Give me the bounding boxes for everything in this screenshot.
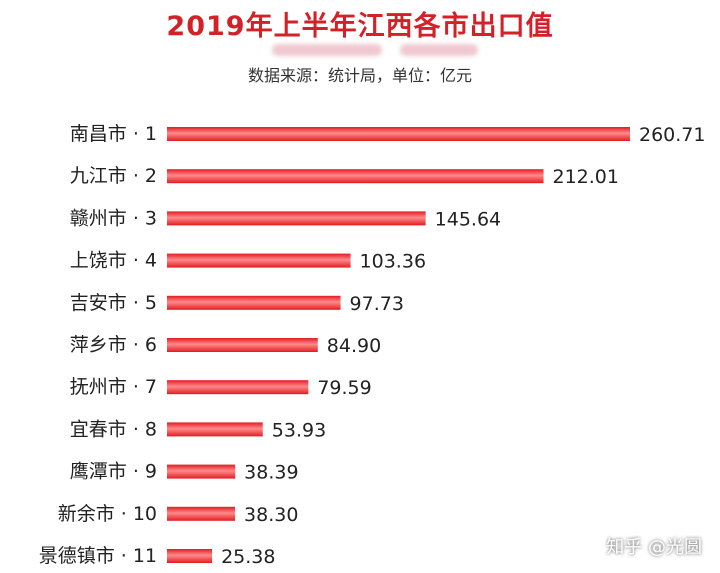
category-label: 萍乡市 · 6 bbox=[70, 334, 157, 356]
watermark: 知乎 @光圆 bbox=[606, 537, 702, 558]
value-label: 97.73 bbox=[350, 293, 404, 315]
bar bbox=[167, 253, 351, 268]
blurred-text bbox=[400, 44, 478, 56]
bar bbox=[167, 127, 630, 141]
bar bbox=[167, 295, 341, 310]
chart-title: 2019年上半年江西各市出口值 bbox=[166, 11, 554, 42]
bar bbox=[167, 380, 309, 395]
category-label: 鹰潭市 · 9 bbox=[70, 461, 157, 483]
value-label: 53.93 bbox=[272, 419, 326, 441]
category-label: 抚州市 · 7 bbox=[70, 376, 157, 398]
blurred-text bbox=[272, 44, 382, 56]
bar bbox=[167, 422, 263, 437]
value-label: 103.36 bbox=[360, 251, 426, 273]
value-label: 260.71 bbox=[639, 124, 705, 146]
bar bbox=[167, 211, 426, 226]
value-label: 79.59 bbox=[317, 377, 371, 399]
category-label: 上饶市 · 4 bbox=[70, 250, 157, 272]
bar bbox=[167, 549, 213, 563]
category-label: 九江市 · 2 bbox=[70, 165, 157, 187]
value-label: 84.90 bbox=[327, 335, 381, 357]
bar bbox=[167, 169, 544, 184]
category-label: 宜春市 · 8 bbox=[70, 418, 157, 440]
category-label: 吉安市 · 5 bbox=[70, 292, 157, 314]
bar bbox=[167, 338, 318, 352]
value-label: 212.01 bbox=[553, 166, 619, 188]
category-label: 景德镇市 · 11 bbox=[39, 545, 157, 567]
chart-subtitle: 数据来源：统计局，单位：亿元 bbox=[247, 66, 472, 85]
value-label: 38.30 bbox=[244, 504, 298, 526]
value-label: 38.39 bbox=[244, 462, 298, 484]
bar bbox=[167, 506, 236, 521]
bar bbox=[167, 464, 236, 479]
category-label: 南昌市 · 1 bbox=[70, 123, 157, 145]
value-label: 25.38 bbox=[221, 546, 275, 568]
category-label: 赣州市 · 3 bbox=[70, 207, 157, 229]
category-label: 新余市 · 10 bbox=[58, 503, 157, 525]
value-label: 145.64 bbox=[435, 208, 501, 230]
